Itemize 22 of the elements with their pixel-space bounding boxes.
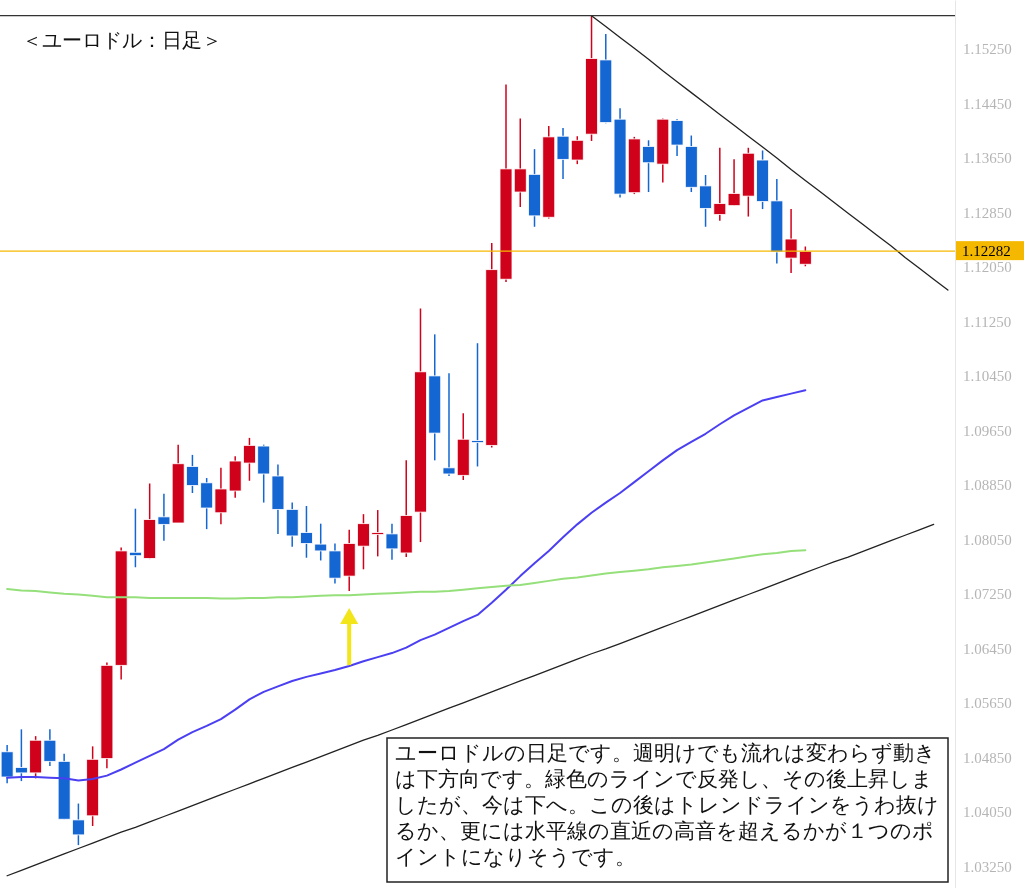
- line-series: [6, 523, 935, 877]
- y-tick-label: 1.07250: [963, 586, 1012, 603]
- y-tick-label: 1.12050: [963, 259, 1012, 276]
- y-tick-label: 1.03250: [963, 858, 1012, 875]
- y-tick-label: 1.12850: [963, 204, 1012, 221]
- annotation: ユーロドルの日足です。週明けでも流れは変わらず動きは下方向です。緑色のラインで反発し、その後上昇しましたが、今は下へ。この後はトレンドラインをうわ抜けるか、更には水平線の直近の高音を超えるかが１つのポイントになりそうです。: [395, 741, 939, 869]
- line-series: [6, 549, 807, 600]
- y-tick-label: 1.08850: [963, 477, 1012, 494]
- y-tick-label: 1.09650: [963, 422, 1012, 439]
- line-series: [590, 15, 949, 291]
- y-tick-label: 1.05650: [963, 695, 1012, 712]
- y-tick-label: 1.06450: [963, 640, 1012, 657]
- y-tick-label: 1.04050: [963, 804, 1012, 821]
- y-tick-label: 1.14450: [963, 95, 1012, 112]
- y-tick-label: 1.04850: [963, 749, 1012, 766]
- y-tick-label: 1.15250: [963, 41, 1012, 58]
- ref-line-label: 1.12282: [962, 243, 1011, 260]
- text: ＜ユーロドル：日足＞: [22, 28, 222, 52]
- y-tick-label: 1.08050: [963, 531, 1012, 548]
- y-tick-label: 1.10450: [963, 368, 1012, 385]
- y-tick-label: 1.11250: [963, 313, 1012, 330]
- y-tick-label: 1.13650: [963, 150, 1012, 167]
